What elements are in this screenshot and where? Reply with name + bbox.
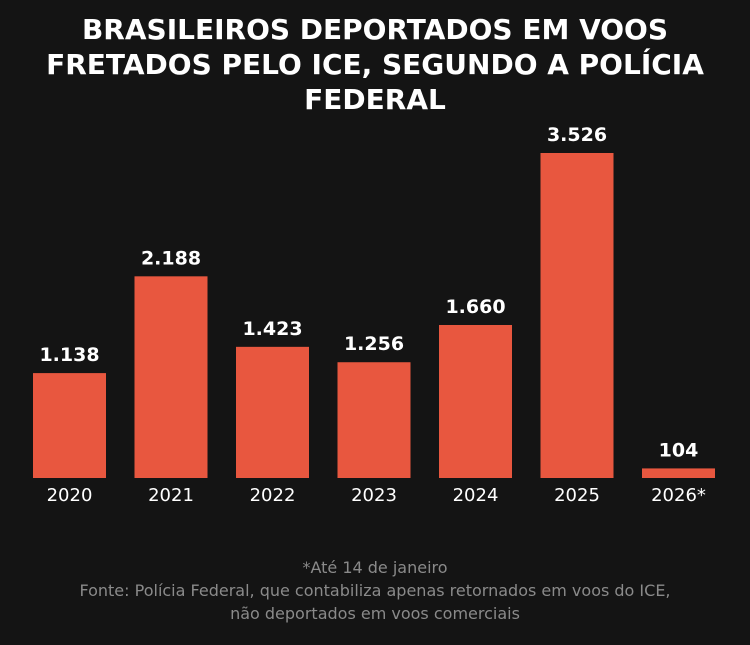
bar-2022 <box>236 346 309 478</box>
bar-2025 <box>540 153 614 478</box>
x-tick-label: 2026* <box>651 485 706 506</box>
bar-2023 <box>337 362 411 478</box>
bar-2021 <box>134 276 208 478</box>
x-tick-label: 2025 <box>554 485 600 506</box>
chart-notes: *Até 14 de janeiro Fonte: Polícia Federa… <box>0 556 750 625</box>
x-tick-label: 2021 <box>148 485 194 506</box>
data-label: 1.256 <box>344 333 404 355</box>
footnote: *Até 14 de janeiro <box>302 558 448 577</box>
bar-2024 <box>439 324 512 478</box>
source-line-1: Fonte: Polícia Federal, que contabiliza … <box>79 581 671 600</box>
source-line-2: não deportados em voos comerciais <box>230 604 520 623</box>
data-label: 1.660 <box>445 296 505 318</box>
x-tick-label: 2023 <box>351 485 397 506</box>
chart-title: BRASILEIROS DEPORTADOS EM VOOS FRETADOS … <box>46 13 704 116</box>
x-tick-label: 2024 <box>453 485 499 506</box>
x-tick-label: 2022 <box>250 485 296 506</box>
bar-2020 <box>33 373 106 478</box>
data-label: 1.138 <box>39 344 99 366</box>
data-label: 2.188 <box>141 247 201 269</box>
data-label: 104 <box>659 439 699 461</box>
data-label: 1.423 <box>242 318 302 340</box>
data-label: 3.526 <box>547 124 607 146</box>
bar-2026* <box>642 468 715 478</box>
x-tick-label: 2020 <box>47 485 93 506</box>
